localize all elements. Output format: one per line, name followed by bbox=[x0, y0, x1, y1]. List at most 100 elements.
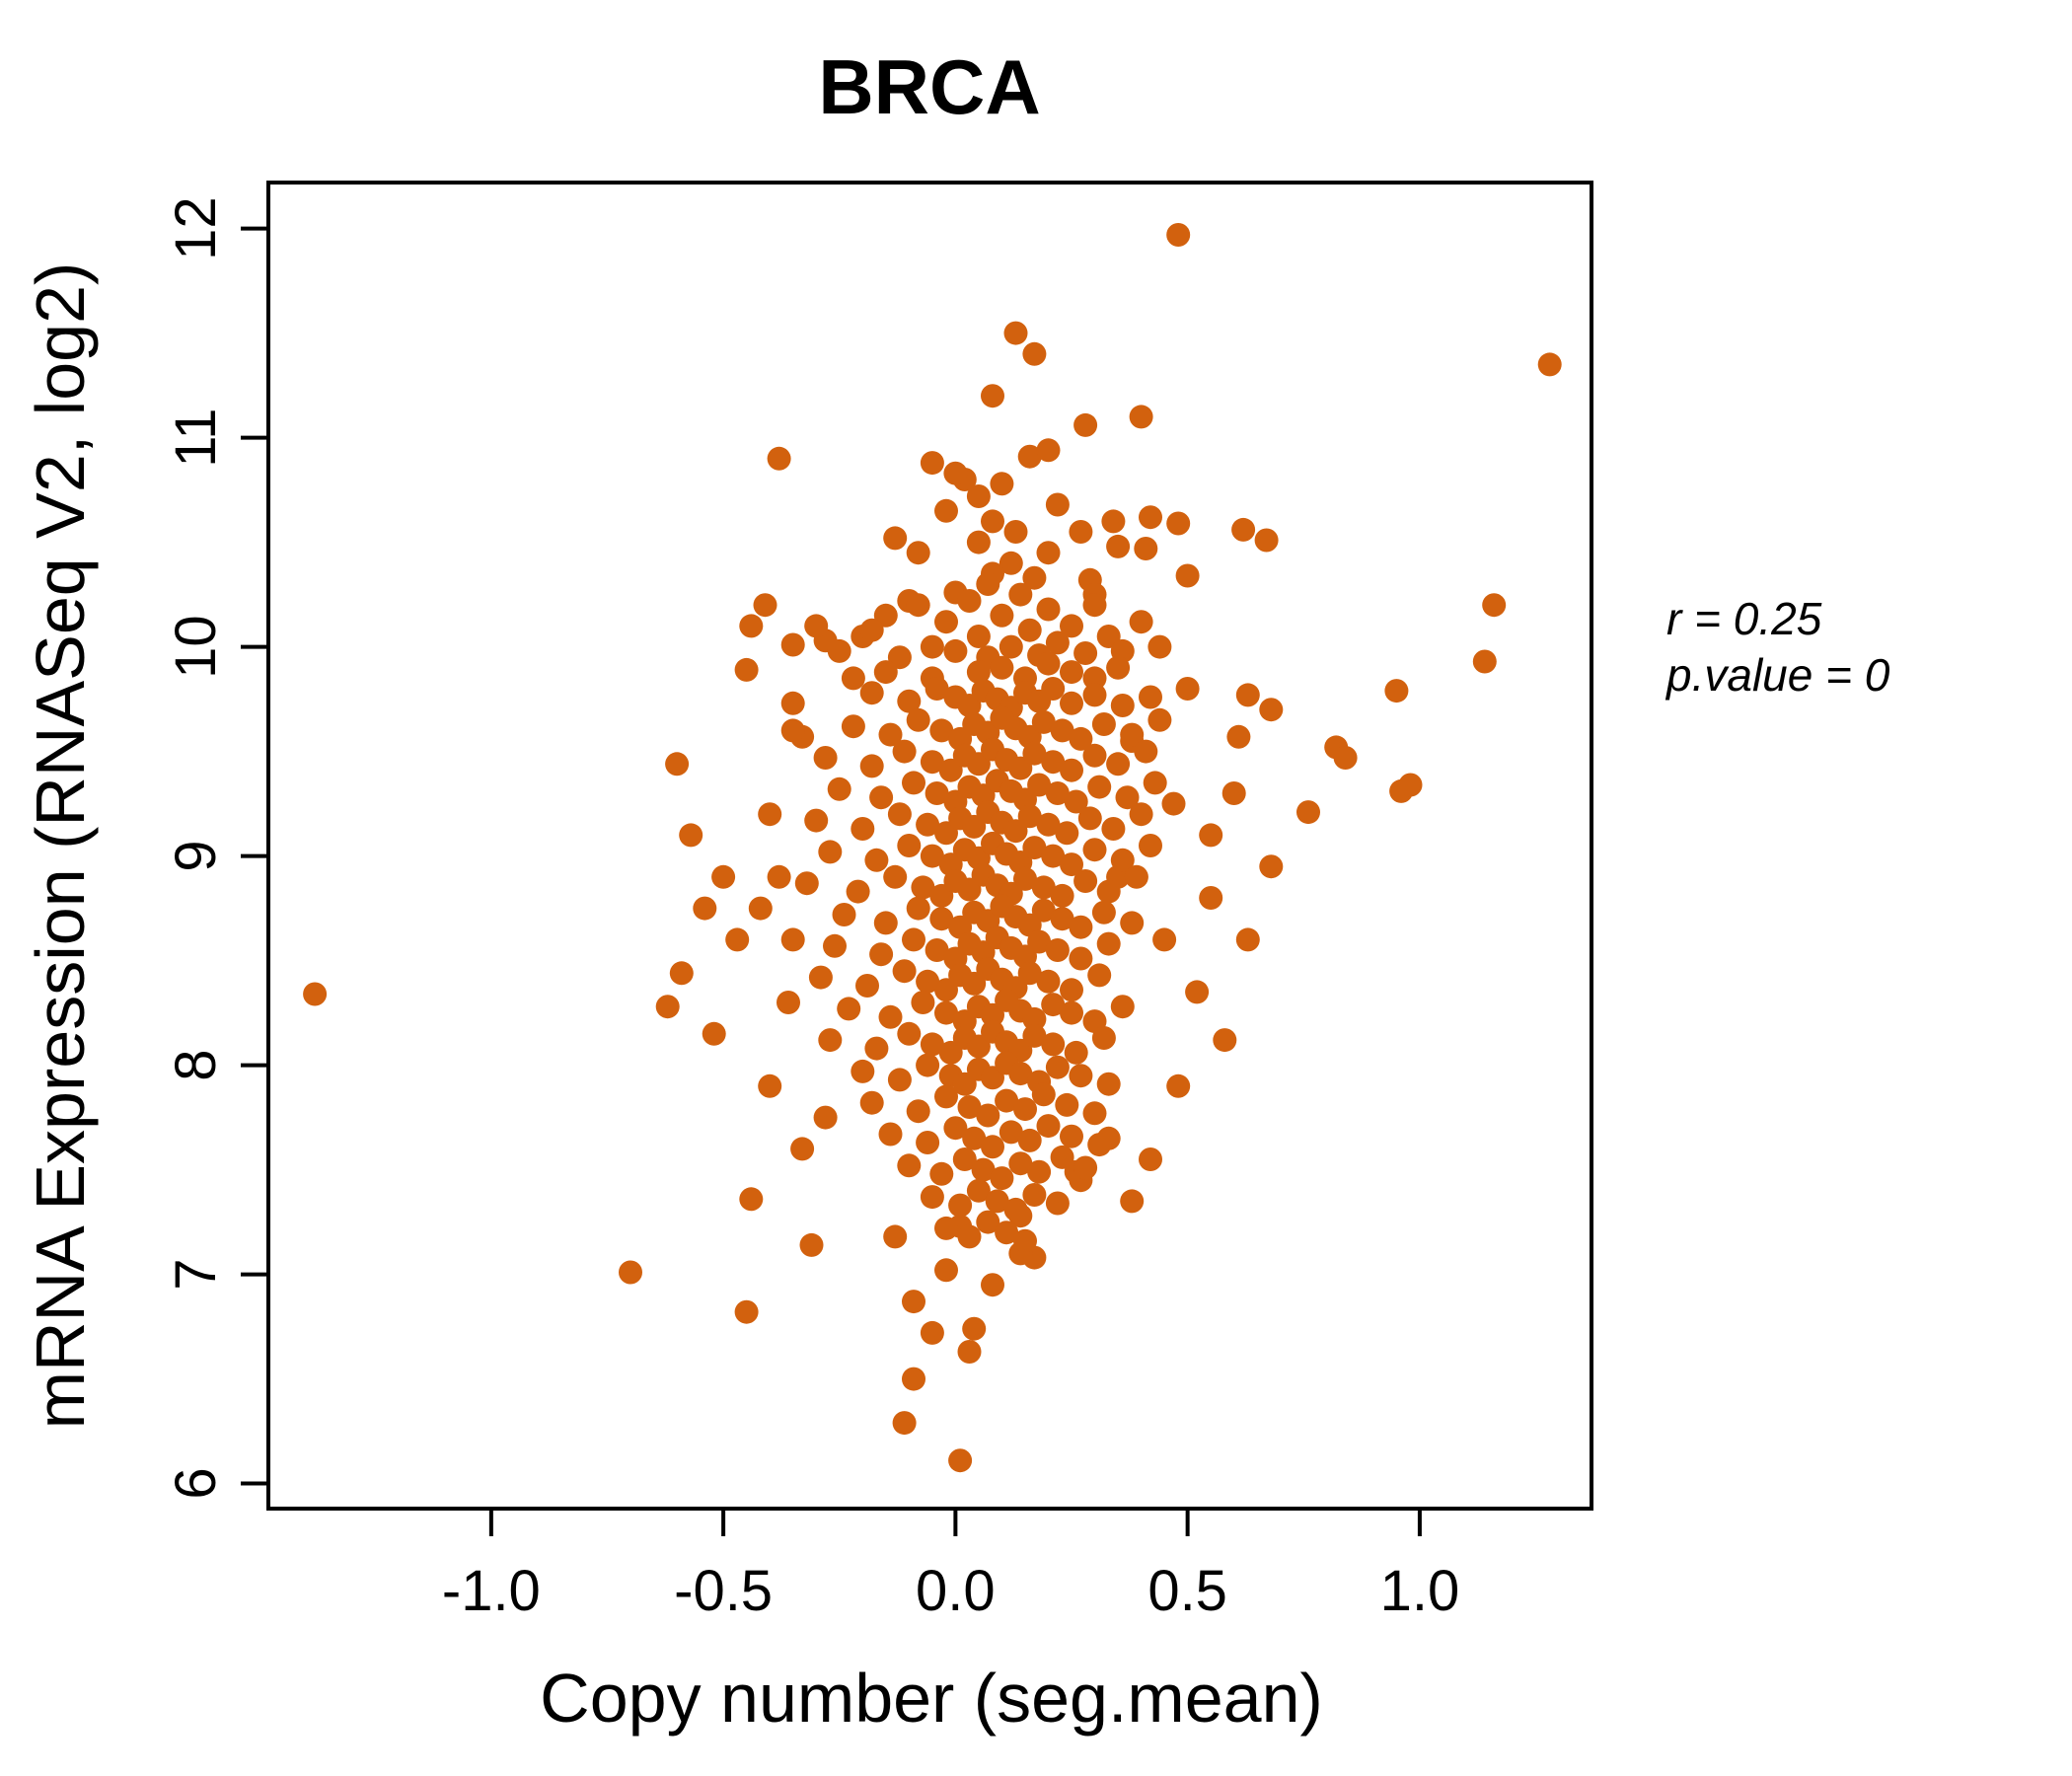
data-point bbox=[952, 1147, 977, 1171]
data-point bbox=[1060, 660, 1083, 685]
data-point bbox=[1045, 781, 1070, 805]
data-point bbox=[934, 978, 958, 1002]
data-point bbox=[859, 1090, 884, 1115]
data-point bbox=[1091, 900, 1116, 925]
data-point bbox=[1064, 1040, 1088, 1065]
data-point bbox=[920, 844, 944, 868]
data-point bbox=[1055, 1092, 1079, 1117]
data-point bbox=[1226, 724, 1251, 749]
data-point bbox=[1003, 819, 1028, 844]
data-point bbox=[1017, 618, 1042, 642]
data-point bbox=[957, 694, 982, 717]
data-point bbox=[929, 883, 954, 908]
data-point bbox=[869, 942, 894, 967]
data-point bbox=[1045, 492, 1070, 517]
data-point bbox=[1008, 1151, 1033, 1176]
data-point bbox=[1069, 946, 1093, 971]
data-point bbox=[827, 638, 851, 663]
data-point bbox=[906, 896, 930, 921]
data-point bbox=[1017, 444, 1042, 469]
data-point bbox=[902, 1290, 925, 1314]
data-point bbox=[943, 461, 968, 485]
data-point bbox=[1087, 775, 1112, 799]
data-point bbox=[813, 746, 838, 770]
data-point bbox=[1073, 1155, 1098, 1180]
data-point bbox=[1124, 864, 1148, 889]
data-point bbox=[934, 610, 958, 634]
data-point bbox=[1003, 321, 1028, 345]
data-point bbox=[1143, 771, 1167, 795]
y-tick-label: 10 bbox=[164, 615, 228, 679]
data-point bbox=[758, 802, 782, 827]
data-point bbox=[920, 1185, 944, 1210]
data-point bbox=[1031, 1082, 1056, 1107]
data-point bbox=[1045, 630, 1070, 655]
data-point bbox=[1036, 438, 1061, 463]
data-point bbox=[1036, 812, 1061, 837]
data-point bbox=[619, 1260, 642, 1285]
y-tick-label: 7 bbox=[164, 1258, 228, 1290]
data-point bbox=[1213, 1028, 1237, 1053]
data-point bbox=[1073, 641, 1098, 665]
data-point bbox=[1235, 683, 1260, 707]
data-point bbox=[929, 907, 954, 931]
data-point bbox=[1069, 915, 1093, 939]
data-point bbox=[883, 1224, 908, 1249]
data-point bbox=[1022, 1183, 1047, 1207]
data-point bbox=[1022, 1006, 1047, 1031]
data-point bbox=[1017, 961, 1042, 986]
data-point bbox=[934, 821, 958, 846]
data-point bbox=[1045, 1191, 1070, 1216]
data-point bbox=[883, 864, 908, 889]
data-point bbox=[813, 1105, 838, 1130]
data-point bbox=[827, 777, 851, 801]
data-point bbox=[1073, 869, 1098, 893]
data-point bbox=[1296, 800, 1320, 825]
data-point bbox=[1120, 722, 1145, 747]
data-point bbox=[925, 677, 949, 701]
y-tick-label: 8 bbox=[164, 1049, 228, 1080]
data-point bbox=[892, 959, 917, 984]
data-point bbox=[1110, 848, 1135, 872]
data-point bbox=[734, 1299, 759, 1324]
data-point bbox=[957, 1095, 982, 1119]
data-point bbox=[1050, 1145, 1074, 1169]
data-point bbox=[1129, 802, 1153, 827]
data-point bbox=[971, 1157, 996, 1182]
data-point bbox=[1082, 683, 1107, 707]
data-point bbox=[1031, 709, 1056, 734]
data-point bbox=[1106, 655, 1131, 680]
data-point bbox=[1139, 685, 1162, 709]
data-point bbox=[897, 1153, 922, 1178]
x-tick-label: 0.0 bbox=[916, 1559, 996, 1623]
data-point bbox=[943, 638, 968, 663]
data-point bbox=[1041, 844, 1066, 868]
x-axis-title: Copy number (seg.mean) bbox=[540, 1660, 1323, 1737]
data-point bbox=[916, 1053, 940, 1077]
data-point bbox=[1333, 746, 1358, 770]
data-point bbox=[943, 1116, 968, 1141]
data-point bbox=[1027, 773, 1052, 797]
data-point bbox=[1055, 821, 1079, 846]
data-point bbox=[1060, 691, 1083, 715]
data-point bbox=[897, 1021, 922, 1046]
data-point bbox=[916, 969, 940, 994]
data-point bbox=[804, 614, 829, 638]
data-point bbox=[873, 660, 898, 685]
data-point bbox=[655, 995, 680, 1019]
data-point bbox=[818, 1028, 843, 1053]
data-point bbox=[1235, 927, 1260, 952]
data-point bbox=[985, 1189, 1009, 1214]
data-point bbox=[1050, 718, 1074, 743]
data-point bbox=[1134, 537, 1158, 560]
data-point bbox=[665, 752, 690, 777]
data-point bbox=[777, 991, 800, 1014]
data-point bbox=[920, 451, 944, 476]
data-point bbox=[1013, 1228, 1037, 1253]
data-point bbox=[1031, 875, 1056, 900]
data-point bbox=[851, 1059, 875, 1083]
data-point bbox=[952, 1072, 977, 1096]
data-point bbox=[1060, 614, 1083, 638]
